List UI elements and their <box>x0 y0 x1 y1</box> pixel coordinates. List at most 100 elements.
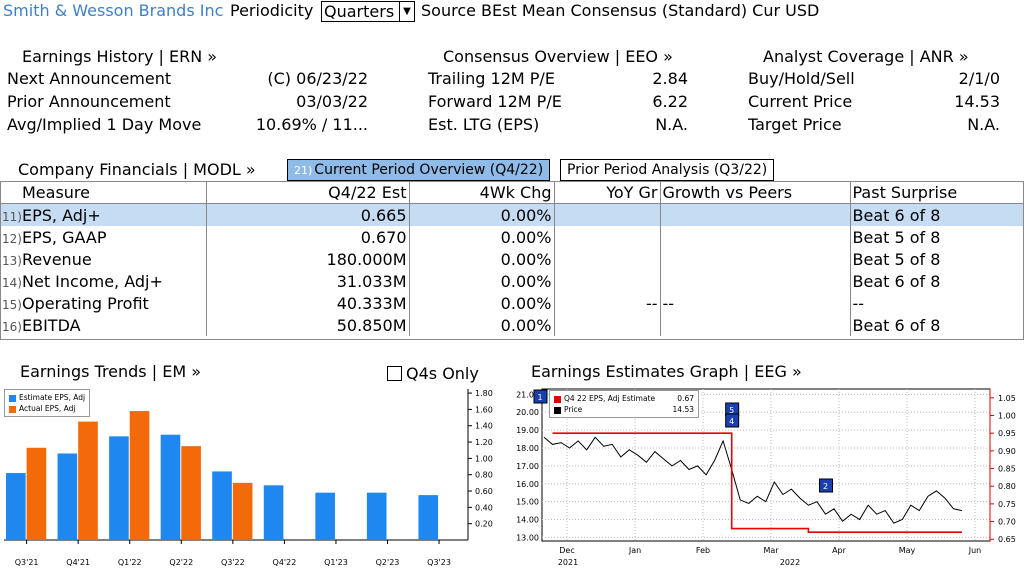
consensus-overview-title[interactable]: Consensus Overview | EEO » <box>443 47 673 66</box>
row-4wk-chg: 0.00% <box>409 292 555 314</box>
estimate-bar <box>57 453 78 540</box>
earnings-estimates-graph-title[interactable]: Earnings Estimates Graph | EEG » <box>531 362 802 381</box>
row-index: 16) <box>2 319 22 334</box>
legend-actual: Actual EPS, Adj <box>9 403 85 414</box>
row-surprise: Beat 6 of 8 <box>850 203 1024 226</box>
col-estimate[interactable]: Q4/22 Est <box>206 181 410 204</box>
q4s-only-checkbox[interactable] <box>387 366 402 381</box>
table-row[interactable]: 15)Operating Profit 40.333M 0.00% -- -- … <box>0 292 1024 314</box>
table-row[interactable]: 11)EPS, Adj+ 0.665 0.00% Beat 6 of 8 <box>0 203 1024 226</box>
row-yoy <box>554 226 661 248</box>
current-price-label: Current Price <box>748 92 853 111</box>
earnings-history-title[interactable]: Earnings History | ERN » <box>22 47 218 66</box>
y-right-tick-label: 0.65 <box>998 535 1016 544</box>
graph-plot-area: 21.0020.0019.0018.0017.0016.0015.0014.00… <box>516 388 1016 567</box>
y-left-tick-label: 19.00 <box>516 426 539 435</box>
row-surprise: Beat 6 of 8 <box>852 271 941 291</box>
periodicity-value: Quarters <box>324 2 395 21</box>
estimate-bar <box>109 436 129 540</box>
row-4wk-chg: 0.00% <box>409 226 555 248</box>
event-marker <box>533 389 548 404</box>
y-tick-label: 0.60 <box>475 487 493 496</box>
y-right-tick-label: 0.95 <box>998 429 1016 438</box>
next-announcement-label: Next Announcement <box>7 69 172 88</box>
chevron-down-icon[interactable]: ▼ <box>399 1 415 22</box>
y-tick-label: 1.80 <box>475 389 493 398</box>
trends-legend: Estimate EPS, Adj Actual EPS, Adj <box>4 389 91 417</box>
col-growth-vs-peers[interactable]: Growth vs Peers <box>660 181 851 204</box>
trends-plot-area: 1.80 1.60 1.40 1.20 1.00 0.80 0.60 0.40 0.20 Q3'2… <box>4 389 493 567</box>
event-marker-label: 2 <box>823 482 828 491</box>
estimate-bar <box>212 471 232 540</box>
periodicity-select[interactable]: Quarters <box>321 1 400 22</box>
earnings-trends-chart: 1.80 1.60 1.40 1.20 1.00 0.80 0.60 0.40 0.20 Q3'2… <box>4 389 493 567</box>
company-name[interactable]: Smith & Wesson Brands Inc <box>3 1 224 20</box>
x-tick-label: Q1'23 <box>324 558 348 567</box>
row-yoy <box>554 314 661 336</box>
tab-current-label: Current Period Overview (Q4/22) <box>314 162 544 178</box>
event-marker-label: 5 <box>729 406 734 415</box>
row-index: 15) <box>2 297 22 312</box>
row-peers <box>660 248 851 270</box>
row-yoy <box>554 248 661 270</box>
table-header-row: Measure Q4/22 Est 4Wk Chg YoY Gr Growth … <box>0 181 1024 204</box>
ltg-label: Est. LTG (EPS) <box>428 115 540 134</box>
row-yoy: -- <box>554 292 661 314</box>
x-tick-label: Feb <box>696 546 710 555</box>
top-bar: Smith & Wesson Brands Inc Periodicity Qu… <box>0 0 1024 22</box>
col-yoy-gr[interactable]: YoY Gr <box>554 181 661 204</box>
estimate-bar <box>6 473 26 540</box>
analyst-coverage-title[interactable]: Analyst Coverage | ANR » <box>763 47 969 66</box>
buy-hold-sell-label: Buy/Hold/Sell <box>748 69 855 88</box>
actual-bar <box>78 421 98 540</box>
row-4wk-chg: 0.00% <box>409 270 555 292</box>
prior-announcement-label: Prior Announcement <box>7 92 171 111</box>
legend-q4-estimate: Q4 22 EPS, Adj Estimate 0.67 <box>554 393 694 404</box>
earnings-trends-title[interactable]: Earnings Trends | EM » <box>20 362 201 381</box>
y-left-tick-label: 20.00 <box>516 408 539 417</box>
y-left-tick-label: 16.00 <box>516 480 539 489</box>
tab-current-period[interactable]: 21) Current Period Overview (Q4/22) <box>287 159 551 181</box>
table-row[interactable]: 13)Revenue 180.000M 0.00% Beat 5 of 8 <box>0 248 1024 270</box>
y-tick-label: 1.20 <box>475 438 493 447</box>
estimate-line-swatch <box>554 395 561 403</box>
y-right-tick-label: 0.85 <box>998 465 1016 474</box>
actual-bar <box>232 482 253 540</box>
col-past-surprise[interactable]: Past Surprise <box>850 181 1024 204</box>
table-row[interactable]: 16)EBITDA 50.850M 0.00% Beat 6 of 8 <box>0 314 1024 336</box>
x-tick-label: Jun <box>968 546 982 555</box>
target-price-label: Target Price <box>748 115 842 134</box>
event-marker-label: 1 <box>537 393 542 402</box>
row-4wk-chg: 0.00% <box>409 314 555 336</box>
row-yoy <box>554 203 661 226</box>
x-tick-label: Dec <box>559 546 574 555</box>
table-row[interactable]: 14)Net Income, Adj+ 31.033M 0.00% Beat 6… <box>0 270 1024 292</box>
row-surprise: -- <box>852 293 865 313</box>
x-tick-label: Q4'21 <box>66 558 90 567</box>
row-estimate: 0.670 <box>206 226 410 248</box>
row-index: 14) <box>2 275 22 290</box>
col-measure-label: Measure <box>22 182 90 202</box>
target-price-value: N.A. <box>967 115 1000 134</box>
company-financials-title[interactable]: Company Financials | MODL » <box>18 160 256 179</box>
row-measure: EBITDA <box>22 315 81 335</box>
estimate-bar <box>366 492 387 540</box>
legend-q4-value: 0.67 <box>677 394 694 403</box>
y-tick-label: 0.80 <box>475 471 493 480</box>
periodicity-label: Periodicity <box>230 1 314 20</box>
y-left-tick-label: 13.00 <box>516 533 539 542</box>
col-measure[interactable]: Measure <box>0 181 207 204</box>
implied-move-label: Avg/Implied 1 Day Move <box>7 115 202 134</box>
row-estimate: 50.850M <box>206 314 410 336</box>
col-4wk-chg[interactable]: 4Wk Chg <box>409 181 555 204</box>
y-right-tick-label: 1.00 <box>998 412 1016 421</box>
current-price-value: 14.53 <box>954 92 1000 111</box>
tab-current-number: 21) <box>294 164 313 177</box>
forward-pe-label: Forward 12M P/E <box>428 92 562 111</box>
estimate-swatch <box>9 394 16 402</box>
ltg-value: N.A. <box>655 115 688 134</box>
tab-prior-period[interactable]: Prior Period Analysis (Q3/22) <box>560 159 775 181</box>
table-row[interactable]: 12)EPS, GAAP 0.670 0.00% Beat 5 of 8 <box>0 226 1024 248</box>
row-peers <box>660 203 851 226</box>
x-tick-label: Q3'22 <box>221 558 245 567</box>
